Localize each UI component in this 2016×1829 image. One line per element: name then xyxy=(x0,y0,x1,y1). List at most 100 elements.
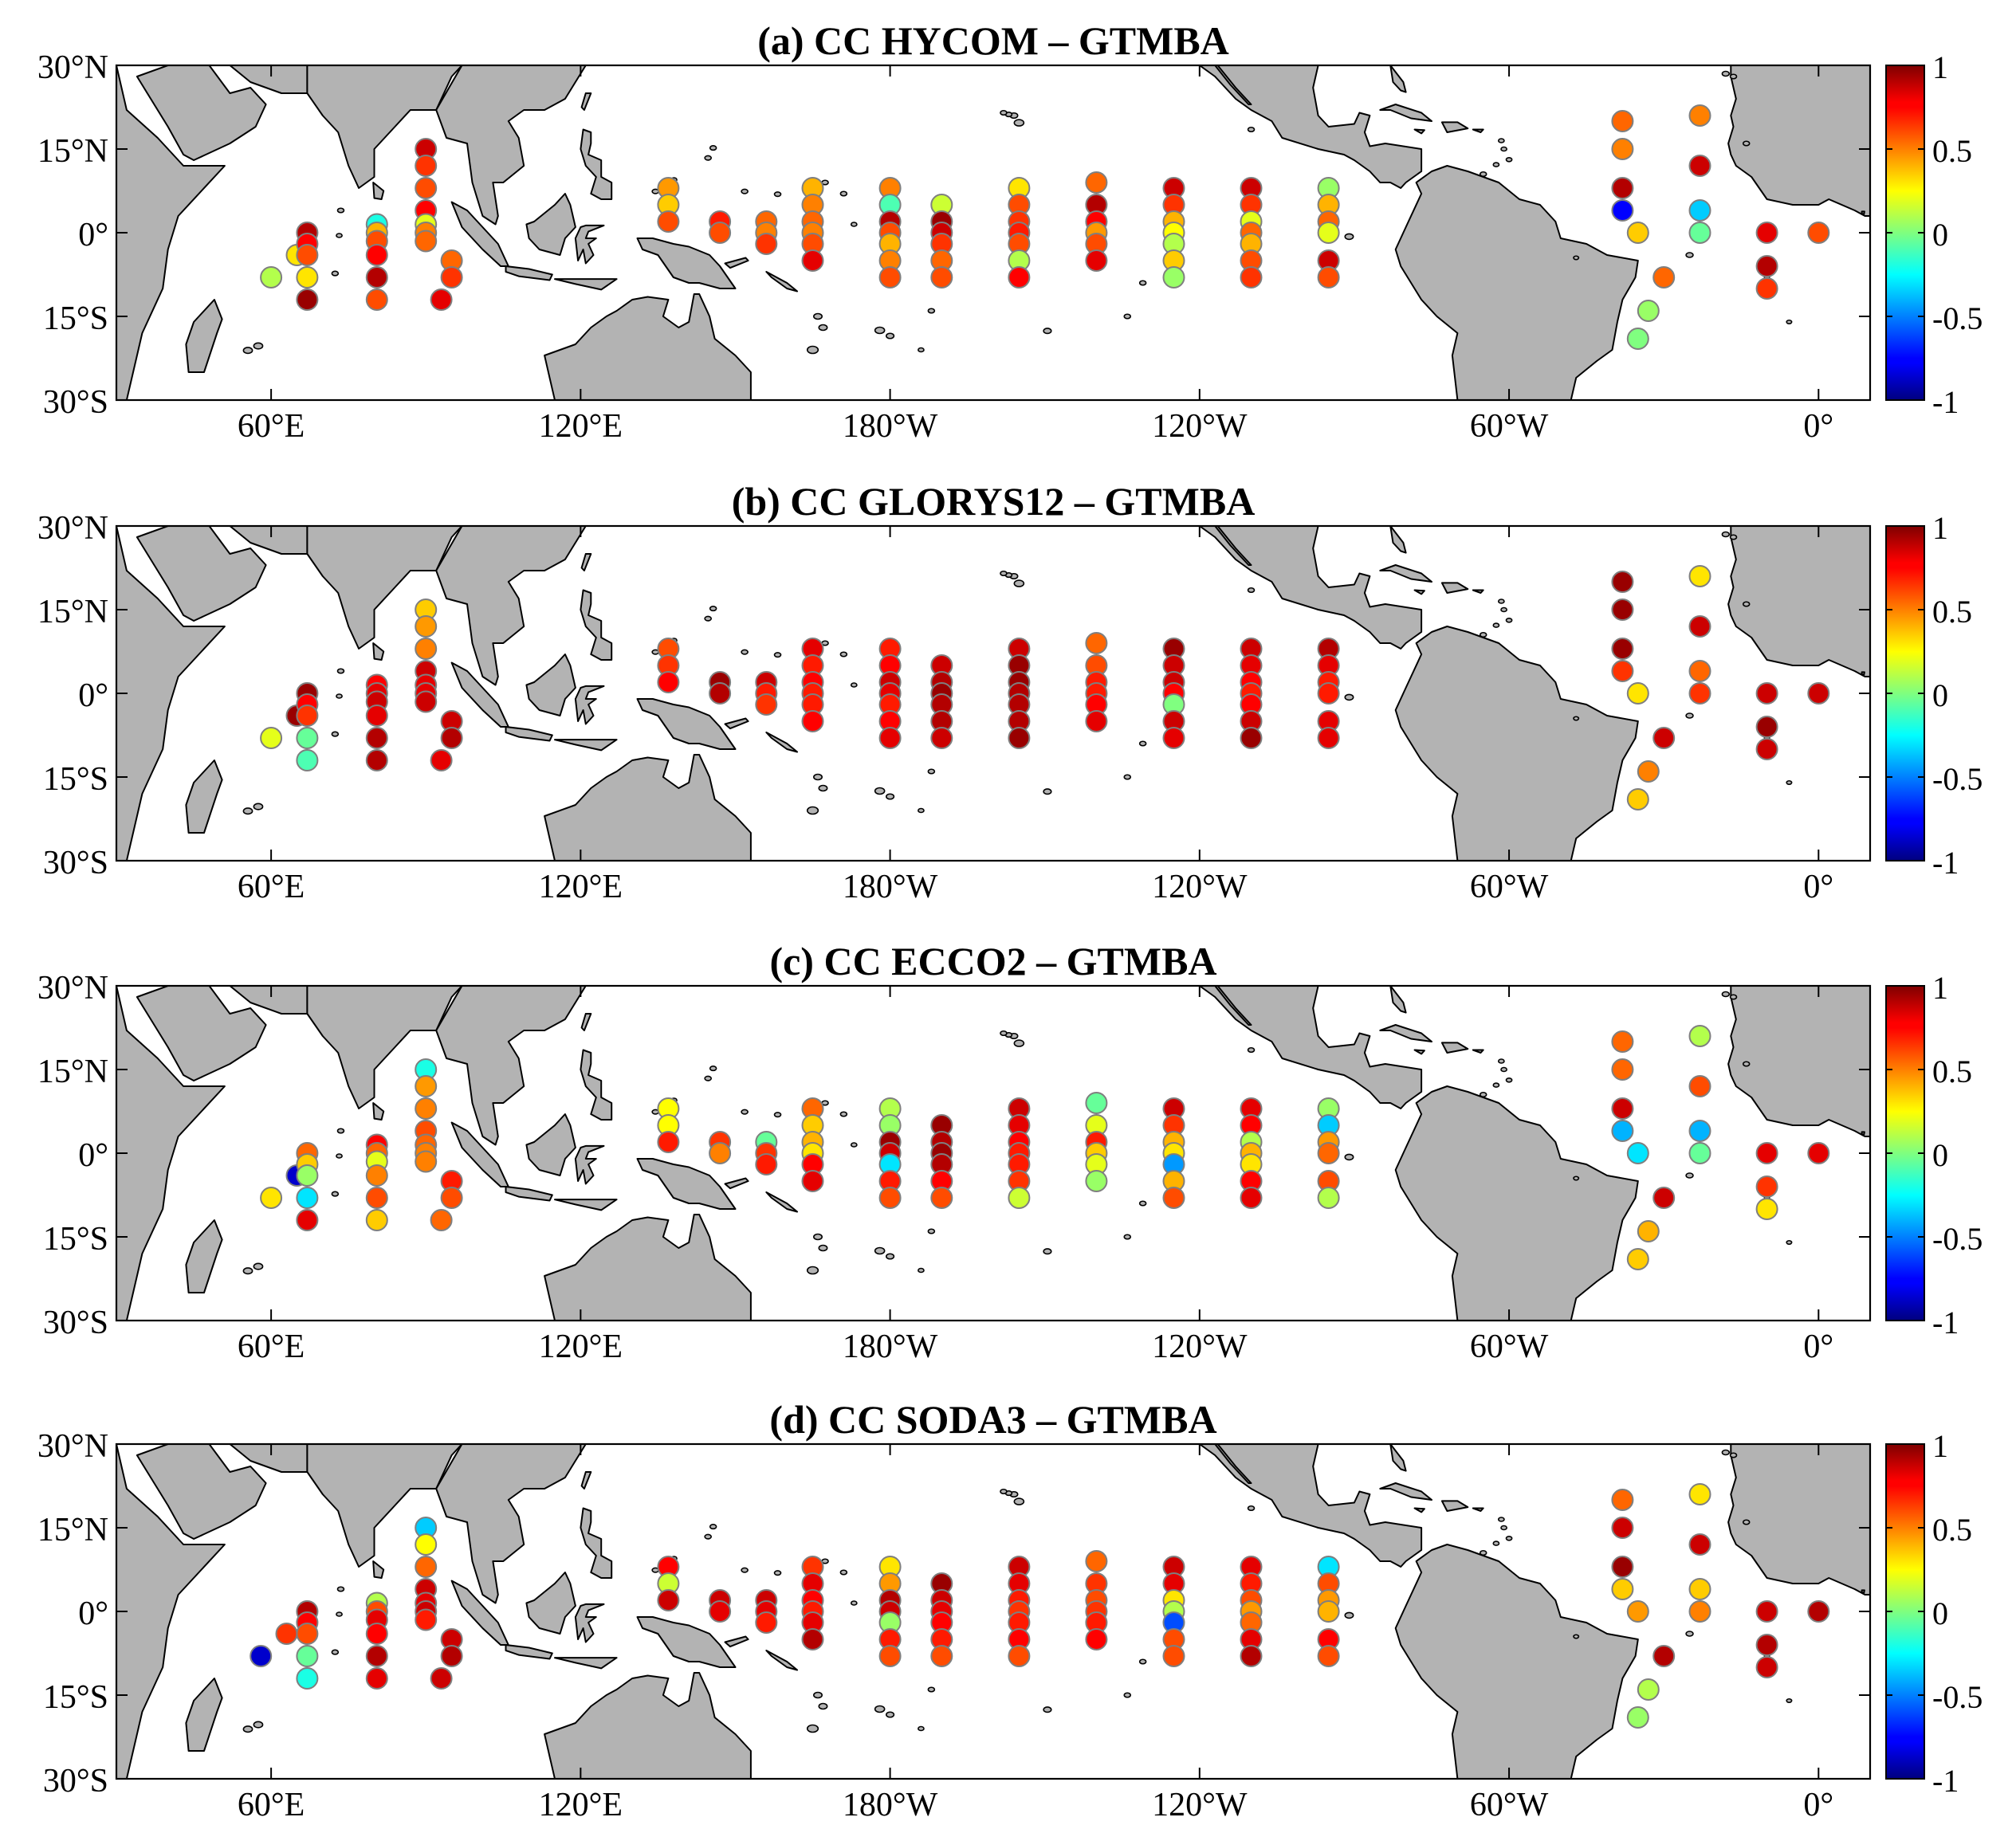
station-marker xyxy=(1688,682,1711,705)
station-marker xyxy=(801,710,824,732)
island xyxy=(1573,716,1580,721)
hispaniola-land xyxy=(1440,121,1469,133)
y-tick-label: 15°S xyxy=(43,1221,108,1258)
island xyxy=(1492,1082,1500,1088)
island xyxy=(1573,255,1580,261)
africa-land xyxy=(116,65,226,400)
station-marker xyxy=(1755,716,1778,738)
station-marker xyxy=(365,1623,388,1645)
island xyxy=(927,308,936,314)
land-layer xyxy=(116,986,1870,1321)
island xyxy=(1013,1039,1025,1047)
island xyxy=(331,270,340,277)
station-marker xyxy=(878,727,902,749)
station-marker xyxy=(1688,1578,1711,1600)
station-marker xyxy=(1611,571,1634,593)
station-marker xyxy=(657,210,680,233)
lesser-sunda-land xyxy=(554,1657,618,1670)
island xyxy=(1138,1658,1147,1665)
borneo-land xyxy=(525,1113,576,1176)
station-marker xyxy=(1008,266,1031,288)
lesser-sunda-land xyxy=(554,1199,618,1211)
island xyxy=(336,207,345,214)
island xyxy=(818,1244,828,1252)
srilanka-land xyxy=(372,1560,385,1579)
station-marker xyxy=(709,222,732,244)
island xyxy=(818,1702,828,1710)
station-marker xyxy=(755,1611,778,1634)
x-tick-label: 120°E xyxy=(539,1329,623,1365)
bioko-land xyxy=(1861,671,1865,676)
colorbar-tick-label: -0.5 xyxy=(1932,1221,1983,1257)
colorbar-tick-label: 1 xyxy=(1932,510,1948,546)
island xyxy=(850,1142,858,1148)
sumatra-land xyxy=(450,1580,509,1646)
island xyxy=(918,1267,925,1274)
station-marker xyxy=(1240,1187,1263,1209)
station-marker xyxy=(1626,1142,1649,1164)
station-marker xyxy=(1317,1187,1340,1209)
island xyxy=(1685,252,1694,258)
srilanka-land xyxy=(372,1102,385,1121)
island xyxy=(874,787,886,795)
puertorico-land xyxy=(1472,1507,1484,1512)
philippines-land xyxy=(580,589,613,661)
station-marker xyxy=(1317,1645,1340,1667)
y-tick-label: 15°N xyxy=(37,133,108,170)
island xyxy=(1344,233,1354,241)
station-marker xyxy=(1637,1678,1660,1701)
x-tick-label: 60°E xyxy=(238,408,305,445)
island xyxy=(918,807,925,814)
iran-land xyxy=(229,986,308,1015)
island xyxy=(1786,1239,1793,1246)
y-tick-label: 0° xyxy=(78,1595,108,1632)
station-marker xyxy=(801,249,824,272)
land-layer xyxy=(116,526,1870,861)
y-tick-label: 15°S xyxy=(43,300,108,337)
colorbar-tick-label: -1 xyxy=(1932,845,1959,881)
island xyxy=(1497,1058,1505,1064)
island xyxy=(1497,599,1505,604)
northamerica-land xyxy=(1198,1444,1423,1568)
station-marker xyxy=(260,727,283,749)
island xyxy=(741,1567,749,1573)
island xyxy=(806,1266,819,1275)
colorbar-tick-label: -0.5 xyxy=(1932,300,1983,336)
station-marker xyxy=(1611,1030,1634,1053)
australia-land xyxy=(544,1214,752,1321)
station-marker xyxy=(365,1209,388,1231)
iran-land xyxy=(229,65,308,94)
station-marker xyxy=(1240,266,1263,288)
station-marker xyxy=(1807,1600,1830,1623)
sulawesi-land xyxy=(574,224,605,265)
station-marker xyxy=(430,288,453,311)
station-marker xyxy=(1688,1483,1711,1505)
station-marker xyxy=(878,1187,902,1209)
colorbar-tick-label: 0.5 xyxy=(1932,594,1972,630)
jamaica-land xyxy=(1413,589,1425,595)
station-marker xyxy=(1085,1550,1108,1572)
island xyxy=(1505,1536,1513,1541)
westafrica-land xyxy=(1727,1444,1870,1595)
island xyxy=(839,1111,848,1117)
station-marker xyxy=(1611,1120,1634,1142)
station-marker xyxy=(296,749,319,771)
station-marker xyxy=(1085,632,1108,654)
station-marker xyxy=(440,727,463,749)
station-marker xyxy=(1008,1645,1031,1667)
java-land xyxy=(505,265,553,281)
x-tick-label: 120°E xyxy=(539,869,623,905)
westafrica-land xyxy=(1727,526,1870,677)
sumatra-land xyxy=(450,1121,509,1187)
island xyxy=(1505,1077,1513,1083)
island xyxy=(1247,1046,1256,1054)
island xyxy=(1479,1091,1487,1098)
map-panel-b: (b) CC GLORYS12 – GTMBA 30°N 15°N 0° 15°S 30°… xyxy=(37,479,1983,905)
island xyxy=(1123,1692,1132,1698)
island xyxy=(1685,1172,1694,1179)
station-marker xyxy=(1652,727,1676,749)
island xyxy=(1786,319,1793,325)
southamerica-land xyxy=(1394,626,1639,861)
island xyxy=(1492,1541,1500,1546)
